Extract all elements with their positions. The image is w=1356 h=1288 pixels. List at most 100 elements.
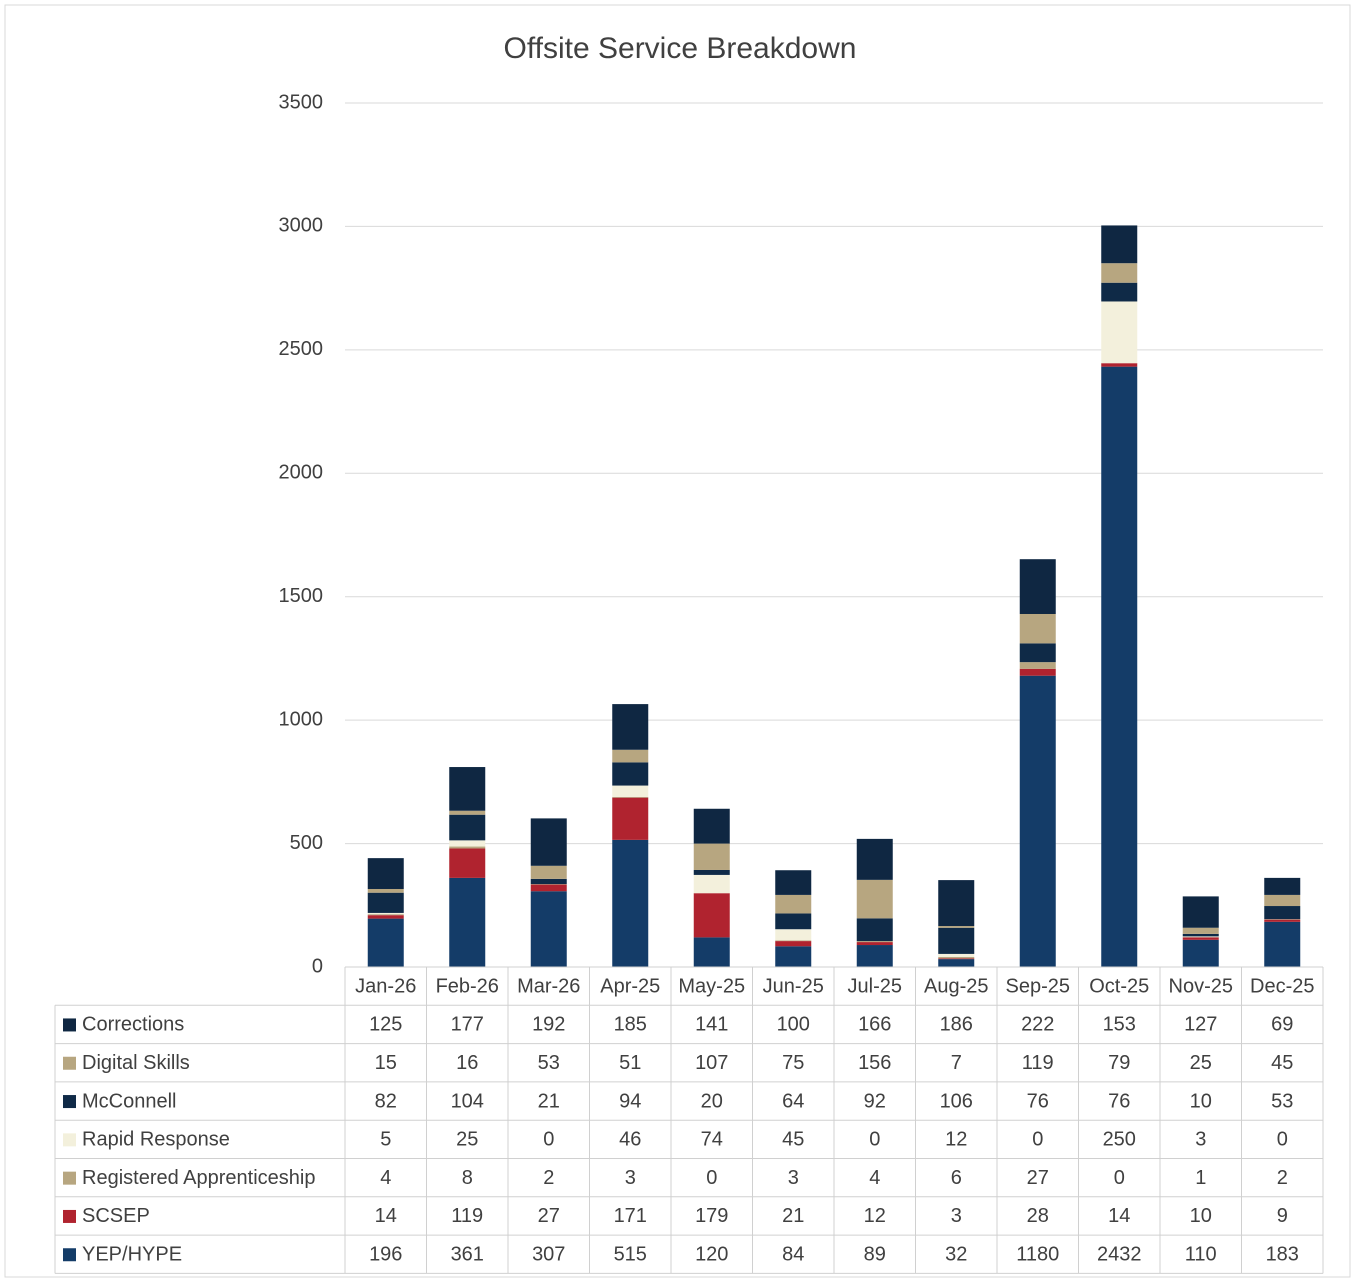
table-value: 75 <box>782 1052 804 1074</box>
bar-segment <box>938 926 974 928</box>
table-value: 45 <box>782 1129 804 1151</box>
x-tick-label: Jun-25 <box>763 975 824 997</box>
table-value: 127 <box>1184 1014 1217 1036</box>
table-value: 15 <box>375 1052 397 1074</box>
bar-segment <box>857 918 893 941</box>
bar-segment <box>1183 896 1219 927</box>
legend-key <box>63 1248 76 1261</box>
table-value: 156 <box>858 1052 891 1074</box>
table-value: 10 <box>1190 1090 1212 1112</box>
x-tick-label: May-25 <box>678 975 745 997</box>
table-value: 92 <box>864 1090 886 1112</box>
table-value: 4 <box>869 1167 880 1189</box>
table-value: 3 <box>1195 1129 1206 1151</box>
bar-segment <box>694 844 730 870</box>
x-tick-label: Jan-26 <box>355 975 416 997</box>
table-value: 177 <box>451 1014 484 1036</box>
table-value: 69 <box>1271 1014 1293 1036</box>
bar-segment <box>449 815 485 841</box>
table-value: 1180 <box>1016 1244 1059 1266</box>
x-tick-label: Aug-25 <box>924 975 989 997</box>
table-value: 3 <box>625 1167 636 1189</box>
bar-segment <box>612 786 648 797</box>
table-value: 141 <box>695 1014 728 1036</box>
bar-segment <box>938 928 974 954</box>
legend-key <box>63 1172 76 1185</box>
table-value: 179 <box>695 1205 728 1227</box>
table-value: 0 <box>1114 1167 1125 1189</box>
bar-segment <box>449 847 485 849</box>
table-value: 107 <box>695 1052 728 1074</box>
table-value: 110 <box>1185 1244 1217 1266</box>
table-value: 12 <box>864 1205 886 1227</box>
table-value: 8 <box>462 1167 473 1189</box>
bar-segment <box>612 840 648 967</box>
table-value: 3 <box>951 1205 962 1227</box>
table-value: 361 <box>451 1244 484 1266</box>
bar-segment <box>857 945 893 967</box>
bar-segment <box>775 895 811 914</box>
bar-segment <box>368 858 404 889</box>
bar-segment <box>1183 937 1219 939</box>
bar-segment <box>449 767 485 811</box>
bar-segment <box>938 958 974 959</box>
y-tick-label: 500 <box>290 832 323 854</box>
bar-segment <box>1101 301 1137 363</box>
chart-title: Offsite Service Breakdown <box>504 32 857 65</box>
legend-key <box>63 1018 76 1031</box>
legend-label: McConnell <box>82 1090 176 1112</box>
bar-segment <box>1183 936 1219 937</box>
bar-segment <box>612 750 648 763</box>
chart-frame <box>5 5 1350 1277</box>
bar-segment <box>1183 928 1219 934</box>
bar-segment <box>449 849 485 878</box>
table-value: 307 <box>532 1244 565 1266</box>
table-value: 166 <box>858 1014 891 1036</box>
table-value: 171 <box>614 1205 647 1227</box>
table-value: 21 <box>538 1090 560 1112</box>
bar-segment <box>1101 363 1137 366</box>
table-value: 46 <box>619 1129 641 1151</box>
bar-segment <box>531 818 567 865</box>
table-value: 45 <box>1271 1052 1293 1074</box>
bar-segment <box>531 885 567 892</box>
table-value: 0 <box>1032 1129 1043 1151</box>
bar-segment <box>612 798 648 840</box>
table-value: 183 <box>1266 1244 1299 1266</box>
bar-segment <box>1101 367 1137 967</box>
bar-segment <box>1020 559 1056 614</box>
bar-segment <box>1101 283 1137 302</box>
table-value: 14 <box>375 1205 397 1227</box>
table-value: 84 <box>782 1244 804 1266</box>
table-value: 25 <box>1190 1052 1212 1074</box>
table-value: 5 <box>380 1129 391 1151</box>
table-value: 0 <box>869 1129 880 1151</box>
bar-segment <box>938 880 974 926</box>
table-value: 104 <box>451 1090 484 1112</box>
table-value: 82 <box>375 1090 397 1112</box>
table-value: 14 <box>1108 1205 1130 1227</box>
table-value: 12 <box>945 1129 967 1151</box>
bar-segment <box>694 870 730 875</box>
bar-segment <box>531 879 567 884</box>
table-value: 192 <box>532 1014 565 1036</box>
bar-segment <box>449 878 485 967</box>
table-value: 16 <box>456 1052 478 1074</box>
bar-segment <box>775 913 811 929</box>
legend-key <box>63 1095 76 1108</box>
y-tick-label: 1000 <box>279 708 324 730</box>
bar-segment <box>775 946 811 967</box>
bar-segment <box>694 937 730 967</box>
bar-segment <box>531 891 567 967</box>
table-value: 79 <box>1108 1052 1130 1074</box>
bar-segment <box>612 704 648 750</box>
bar-segment <box>857 942 893 945</box>
table-value: 89 <box>864 1244 886 1266</box>
bar-segment <box>1264 878 1300 895</box>
bar-segment <box>1264 920 1300 922</box>
bar-segment <box>694 893 730 937</box>
bar-segment <box>857 880 893 919</box>
bar-segment <box>531 866 567 879</box>
table-value: 119 <box>451 1205 483 1227</box>
bar-segment <box>1020 676 1056 967</box>
